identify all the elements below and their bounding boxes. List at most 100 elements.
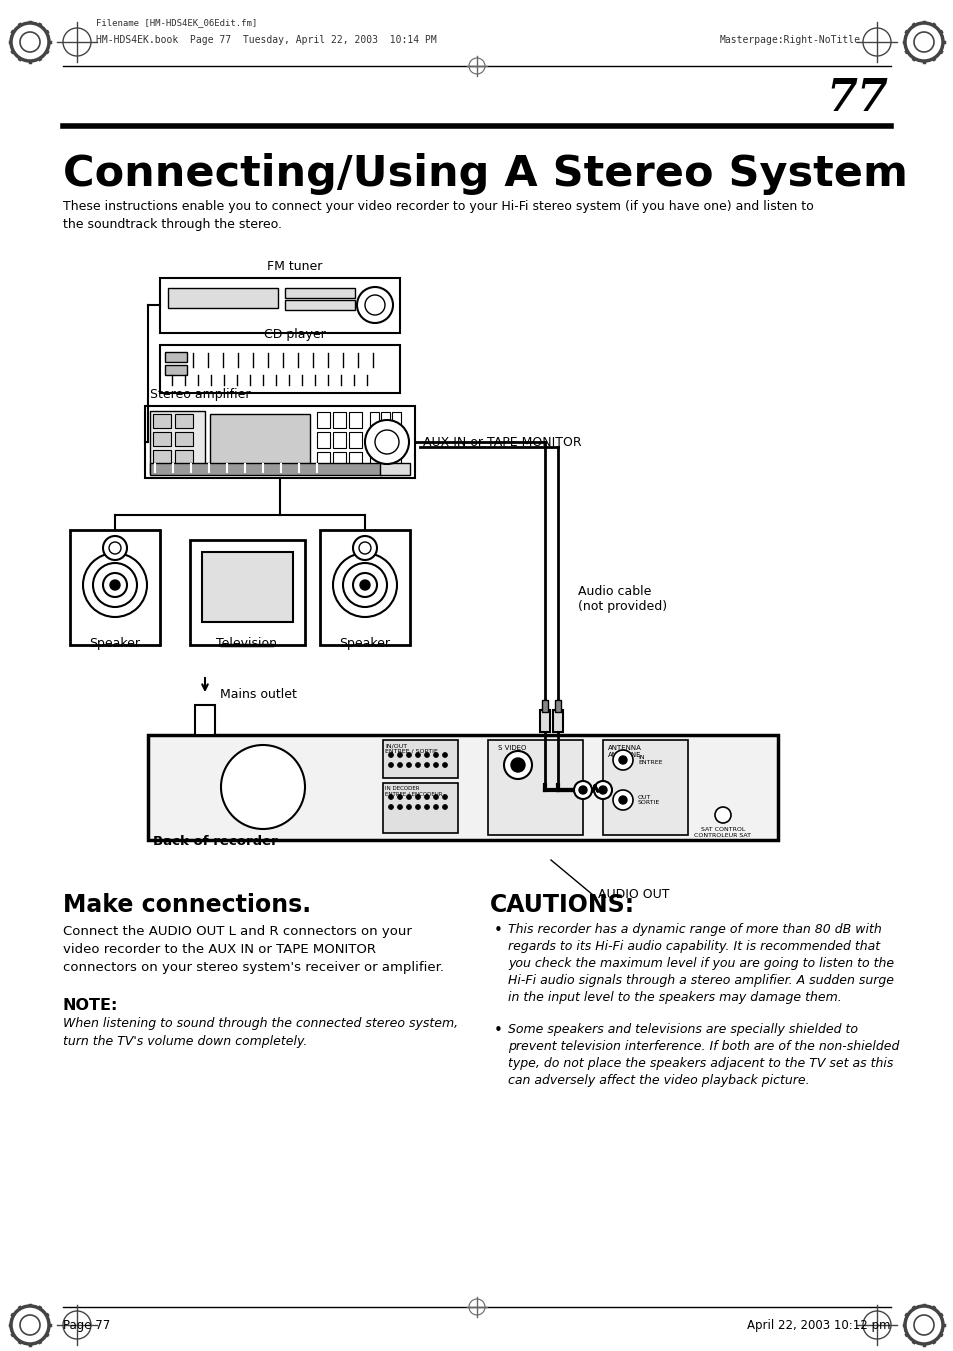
Circle shape [221,744,305,830]
Bar [174,413,193,428]
Circle shape [375,430,398,454]
Bar [148,735,778,840]
Text: AUX IN or TAPE MONITOR: AUX IN or TAPE MONITOR [422,435,581,449]
Bar [539,711,550,732]
Circle shape [358,542,371,554]
Circle shape [353,573,376,597]
Circle shape [92,563,137,607]
Bar [70,530,160,644]
Bar [160,278,399,332]
Circle shape [442,804,447,809]
Text: Some speakers and televisions are specially shielded to
prevent television inter: Some speakers and televisions are specia… [507,1023,899,1088]
Circle shape [913,1315,933,1335]
Text: AUDIO OUT: AUDIO OUT [598,889,669,901]
Bar [349,432,361,449]
Circle shape [904,23,942,61]
Circle shape [333,553,396,617]
Bar [174,450,193,463]
Circle shape [574,781,592,798]
Circle shape [388,794,393,800]
Bar [316,412,330,428]
Bar [333,432,346,449]
Circle shape [433,794,438,800]
Text: •: • [494,1023,502,1038]
Bar [370,432,378,449]
Bar [152,432,171,446]
Bar [165,353,187,362]
Bar [380,432,390,449]
Circle shape [343,563,387,607]
Circle shape [406,794,411,800]
Bar [174,432,193,446]
Bar [316,453,330,467]
Text: Make connections.: Make connections. [63,893,311,917]
Text: Speaker: Speaker [90,638,140,650]
Bar [602,740,687,835]
Bar [553,711,562,732]
Circle shape [416,762,420,767]
Bar [382,740,457,778]
Text: SAT CONTROL
CONTROLEUR SAT: SAT CONTROL CONTROLEUR SAT [694,827,751,838]
Text: IN
ENTREE: IN ENTREE [638,755,661,766]
Circle shape [416,794,420,800]
Text: ANTENNA
ANTENNE: ANTENNA ANTENNE [607,744,641,758]
Text: FM tuner: FM tuner [267,259,322,273]
Circle shape [397,753,402,758]
Circle shape [594,781,612,798]
Circle shape [365,295,385,315]
Bar [380,412,390,428]
Bar [349,412,361,428]
Text: April 22, 2003 10:12 pm: April 22, 2003 10:12 pm [747,1319,890,1332]
Circle shape [83,553,147,617]
Circle shape [356,286,393,323]
Bar [165,365,187,376]
Bar [380,453,390,467]
Circle shape [388,762,393,767]
Bar [333,453,346,467]
Circle shape [598,786,606,794]
Circle shape [109,542,121,554]
Circle shape [388,753,393,758]
Circle shape [110,580,120,590]
Circle shape [424,762,429,767]
Bar [285,288,355,299]
Text: When listening to sound through the connected stereo system,
turn the TV's volum: When listening to sound through the conn… [63,1017,457,1048]
Text: •: • [494,923,502,938]
Bar [210,413,310,466]
Circle shape [397,804,402,809]
Text: S VIDEO: S VIDEO [497,744,526,751]
Circle shape [406,753,411,758]
Bar [370,453,378,467]
Bar [150,463,381,476]
Text: 77: 77 [825,77,887,120]
Bar [392,412,400,428]
Circle shape [613,750,633,770]
Text: Stereo amplifier: Stereo amplifier [150,388,251,401]
Circle shape [442,762,447,767]
Circle shape [618,796,626,804]
Circle shape [20,1315,40,1335]
Bar [333,412,346,428]
Circle shape [714,807,730,823]
Circle shape [11,1306,49,1344]
Bar [168,288,277,308]
Text: CD player: CD player [264,328,326,340]
Text: NOTE:: NOTE: [63,998,118,1013]
Text: IN DECODER
ENTREE / ENCODEUR: IN DECODER ENTREE / ENCODEUR [385,786,442,797]
Circle shape [433,753,438,758]
Bar [160,345,399,393]
Circle shape [424,804,429,809]
Bar [392,432,400,449]
Circle shape [578,786,586,794]
Text: Back of recorder: Back of recorder [152,835,277,848]
Bar [194,705,214,735]
Circle shape [424,753,429,758]
Text: Audio cable
(not provided): Audio cable (not provided) [578,585,666,613]
Circle shape [433,762,438,767]
Circle shape [442,753,447,758]
Text: Page 77: Page 77 [63,1319,111,1332]
Text: CAUTIONS:: CAUTIONS: [490,893,635,917]
Bar [285,300,355,309]
Circle shape [359,580,370,590]
Circle shape [416,804,420,809]
